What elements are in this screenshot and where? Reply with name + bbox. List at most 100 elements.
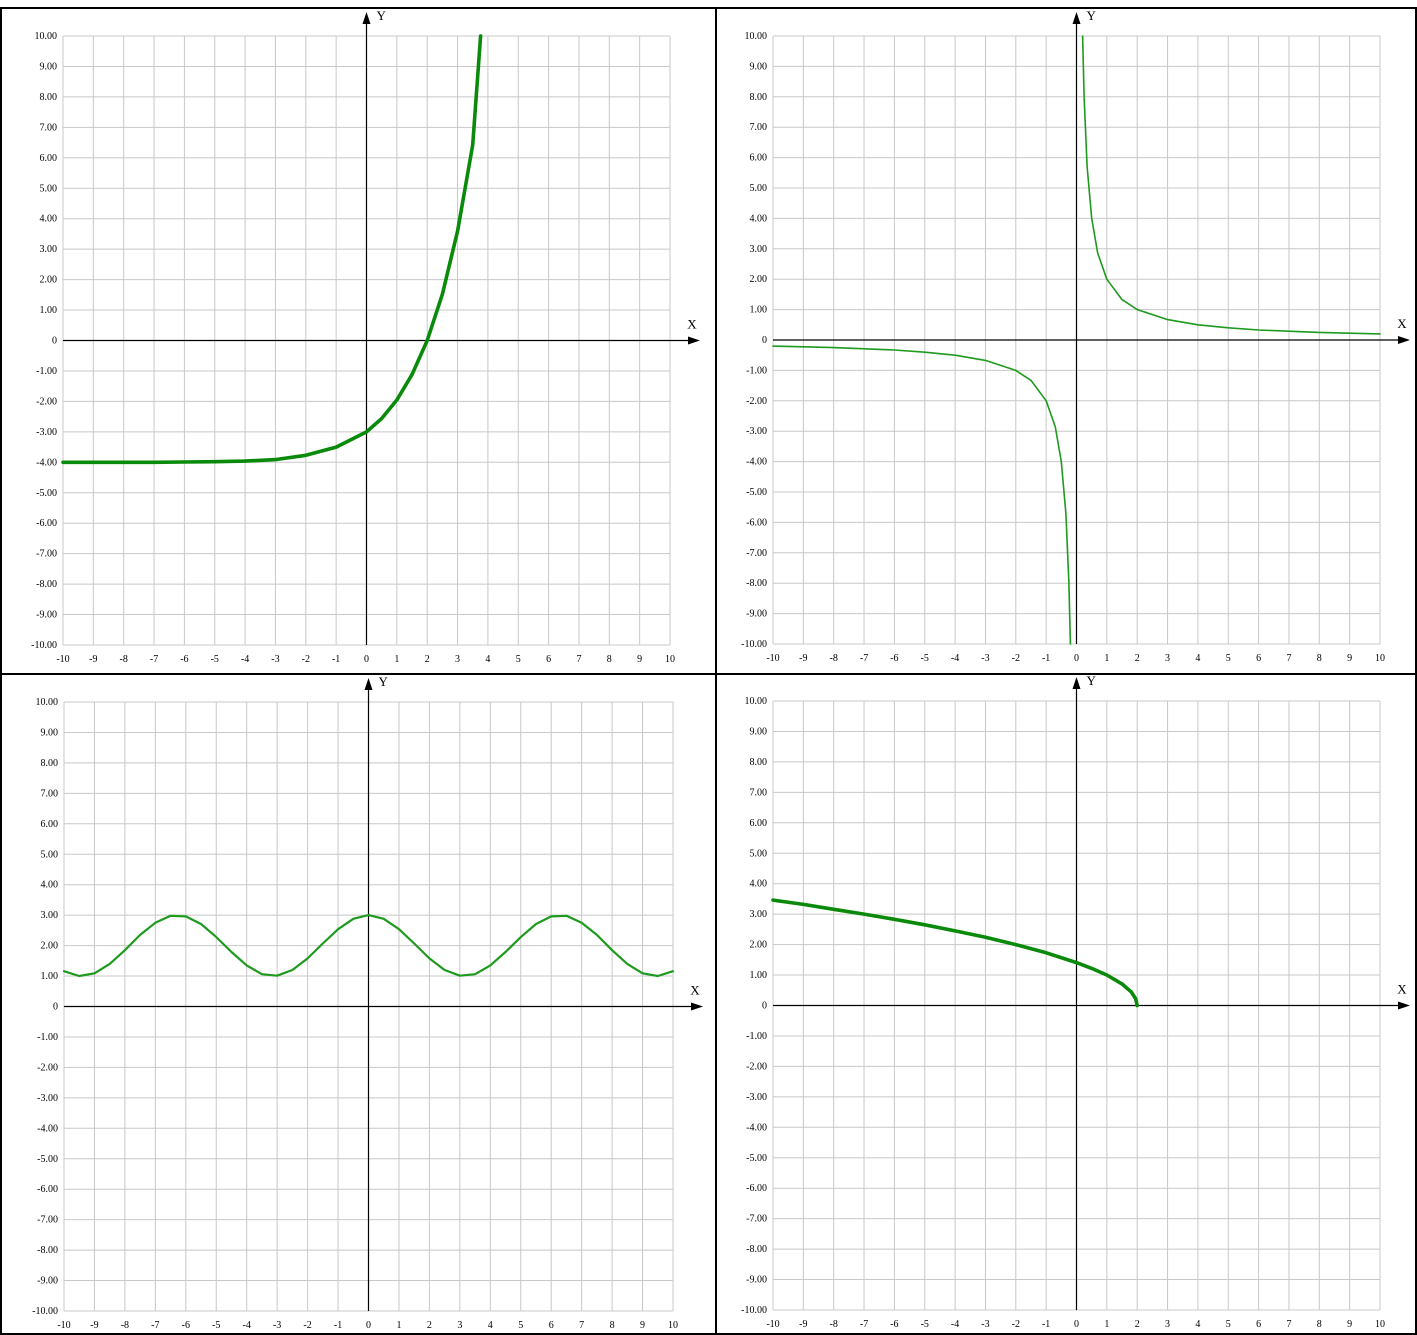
x-tick-label: 5 <box>516 654 521 665</box>
x-tick-label: -4 <box>951 1319 959 1330</box>
x-tick-label: -10 <box>766 653 779 664</box>
x-tick-label: 0 <box>364 654 369 665</box>
y-tick-label: 0 <box>53 1002 58 1013</box>
x-tick-label: -1 <box>332 654 340 665</box>
x-tick-label: -4 <box>241 654 249 665</box>
x-tick-label: 6 <box>1256 653 1261 664</box>
x-axis-arrow <box>691 1002 703 1011</box>
x-tick-label: -2 <box>303 1320 311 1331</box>
y-tick-label: 8.00 <box>750 757 768 768</box>
y-tick-label: 1.00 <box>750 970 768 981</box>
y-tick-label: -1.00 <box>746 1031 767 1042</box>
x-axis-arrow <box>1398 1001 1410 1010</box>
x-tick-label: 3 <box>1165 653 1170 664</box>
x-tick-label: 9 <box>1347 653 1352 664</box>
y-axis-arrow <box>1072 12 1081 24</box>
y-tick-label: -6.00 <box>746 517 767 528</box>
y-tick-label: 3.00 <box>41 910 59 921</box>
x-tick-label: -5 <box>921 1319 929 1330</box>
x-tick-label: 0 <box>366 1320 371 1331</box>
y-tick-label: 1.00 <box>750 305 768 316</box>
x-tick-label: 10 <box>665 654 675 665</box>
y-tick-label: -7.00 <box>37 1215 58 1226</box>
x-tick-label: -2 <box>1012 653 1020 664</box>
x-tick-label: 7 <box>1286 653 1291 664</box>
y-tick-label: 1.00 <box>41 971 59 982</box>
plot-square-root: -10 -9 -8 -7 -6 -5 -4 -3 -2 -1 0 1 2 3 4 5 6 7 8 9 1010.009.… <box>741 673 1410 1330</box>
x-tick-label: -4 <box>243 1320 251 1331</box>
y-tick-label: 10.00 <box>36 697 59 708</box>
x-tick-label: -10 <box>57 1320 70 1331</box>
x-tick-label: 10 <box>1375 653 1385 664</box>
x-tick-label: 2 <box>1135 653 1140 664</box>
x-tick-label: -7 <box>150 654 158 665</box>
x-tick-label: -8 <box>121 1320 129 1331</box>
y-tick-label: 10.00 <box>35 31 58 42</box>
x-tick-label: 6 <box>1256 1319 1261 1330</box>
y-tick-label: 8.00 <box>750 92 768 103</box>
x-tick-label: -9 <box>799 653 807 664</box>
x-tick-label: 1 <box>394 654 399 665</box>
y-tick-label: -6.00 <box>746 1183 767 1194</box>
y-axis-arrow <box>362 12 371 24</box>
axes <box>64 678 703 1311</box>
x-tick-label: -7 <box>860 653 868 664</box>
x-tick-label: 6 <box>546 654 551 665</box>
y-tick-label: 9.00 <box>41 727 59 738</box>
y-tick-label: -4.00 <box>37 1123 58 1134</box>
x-tick-label: 9 <box>640 1320 645 1331</box>
series-line <box>772 345 1072 645</box>
x-tick-label: -9 <box>89 654 97 665</box>
y-tick-label: -9.00 <box>37 1276 58 1287</box>
x-tick-label: -3 <box>981 653 989 664</box>
x-tick-label: -3 <box>981 1319 989 1330</box>
y-tick-label: -8.00 <box>746 1244 767 1255</box>
y-tick-label: -3.00 <box>746 1092 767 1103</box>
series-line <box>771 898 1139 1008</box>
y-tick-label: -4.00 <box>746 457 767 468</box>
y-tick-label: 4.00 <box>40 214 58 225</box>
x-tick-label: 9 <box>1347 1319 1352 1330</box>
y-tick-label: 9.00 <box>750 61 768 72</box>
y-tick-label: -4.00 <box>36 457 57 468</box>
y-tick-label: 2.00 <box>750 940 768 951</box>
x-tick-label: -5 <box>921 653 929 664</box>
y-tick-label: 5.00 <box>750 848 768 859</box>
y-tick-label: -2.00 <box>36 396 57 407</box>
x-axis-label: X <box>690 983 700 998</box>
x-tick-label: -10 <box>766 1319 779 1330</box>
y-tick-label: 2.00 <box>750 274 768 285</box>
x-tick-label: 2 <box>425 654 430 665</box>
x-tick-label: -8 <box>830 653 838 664</box>
x-tick-label: 3 <box>455 654 460 665</box>
y-tick-label: 3.00 <box>750 244 768 255</box>
y-tick-label: -8.00 <box>37 1245 58 1256</box>
y-tick-label: 0 <box>52 336 57 347</box>
x-tick-label: 5 <box>518 1320 523 1331</box>
x-tick-label: 10 <box>668 1320 678 1331</box>
series-line <box>1081 35 1381 335</box>
y-axis-arrow <box>364 678 373 690</box>
y-tick-label: 5.00 <box>41 849 59 860</box>
y-tick-label: 4.00 <box>750 213 768 224</box>
y-tick-label: 2.00 <box>40 275 58 286</box>
x-tick-label: 8 <box>1317 1319 1322 1330</box>
x-tick-label: -6 <box>180 654 188 665</box>
axes <box>63 12 700 645</box>
x-tick-label: 2 <box>1135 1319 1140 1330</box>
x-tick-label: -7 <box>860 1319 868 1330</box>
y-tick-label: -7.00 <box>746 548 767 559</box>
x-axis-label: X <box>687 317 697 332</box>
y-tick-label: 9.00 <box>40 61 58 72</box>
x-tick-label: 7 <box>579 1320 584 1331</box>
y-tick-label: 4.00 <box>750 879 768 890</box>
y-tick-label: -3.00 <box>746 426 767 437</box>
y-tick-label: -3.00 <box>36 427 57 438</box>
y-tick-label: -9.00 <box>746 609 767 620</box>
x-tick-label: -1 <box>334 1320 342 1331</box>
x-axis-arrow <box>1398 336 1410 344</box>
x-tick-label: -4 <box>951 653 959 664</box>
x-tick-label: -2 <box>1012 1319 1020 1330</box>
x-tick-label: 8 <box>1317 653 1322 664</box>
